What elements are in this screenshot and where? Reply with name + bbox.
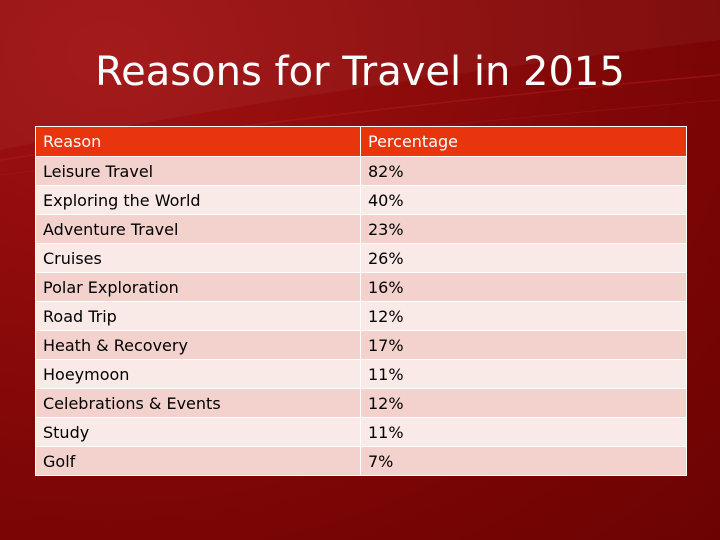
table-row: Celebrations & Events 12%: [35, 388, 687, 418]
percentage-cell: 40%: [360, 185, 687, 215]
table-row: Heath & Recovery 17%: [35, 330, 687, 360]
header-reason: Reason: [35, 126, 361, 157]
table-row: Cruises 26%: [35, 243, 687, 273]
percentage-cell: 23%: [360, 214, 687, 244]
percentage-cell: 17%: [360, 330, 687, 360]
reason-cell: Leisure Travel: [35, 156, 361, 186]
reason-cell: Road Trip: [35, 301, 361, 331]
percentage-cell: 12%: [360, 301, 687, 331]
slide-title: Reasons for Travel in 2015: [95, 49, 625, 95]
percentage-cell: 12%: [360, 388, 687, 418]
reason-cell: Golf: [35, 446, 361, 476]
reason-cell: Exploring the World: [35, 185, 361, 215]
percentage-cell: 7%: [360, 446, 687, 476]
percentage-cell: 11%: [360, 417, 687, 447]
table-row: Hoeymoon 11%: [35, 359, 687, 389]
reason-cell: Heath & Recovery: [35, 330, 361, 360]
table-row: Adventure Travel 23%: [35, 214, 687, 244]
reason-cell: Cruises: [35, 243, 361, 273]
reason-cell: Celebrations & Events: [35, 388, 361, 418]
reason-cell: Hoeymoon: [35, 359, 361, 389]
reasons-table: Reason Percentage Leisure Travel 82% Exp…: [35, 126, 687, 476]
header-percentage: Percentage: [360, 126, 687, 157]
table-row: Golf 7%: [35, 446, 687, 476]
table-header-row: Reason Percentage: [35, 126, 687, 157]
table-row: Study 11%: [35, 417, 687, 447]
percentage-cell: 82%: [360, 156, 687, 186]
percentage-cell: 11%: [360, 359, 687, 389]
table-row: Exploring the World 40%: [35, 185, 687, 215]
table-row: Leisure Travel 82%: [35, 156, 687, 186]
reason-cell: Polar Exploration: [35, 272, 361, 302]
table-row: Polar Exploration 16%: [35, 272, 687, 302]
percentage-cell: 16%: [360, 272, 687, 302]
reason-cell: Study: [35, 417, 361, 447]
percentage-cell: 26%: [360, 243, 687, 273]
reason-cell: Adventure Travel: [35, 214, 361, 244]
table-row: Road Trip 12%: [35, 301, 687, 331]
